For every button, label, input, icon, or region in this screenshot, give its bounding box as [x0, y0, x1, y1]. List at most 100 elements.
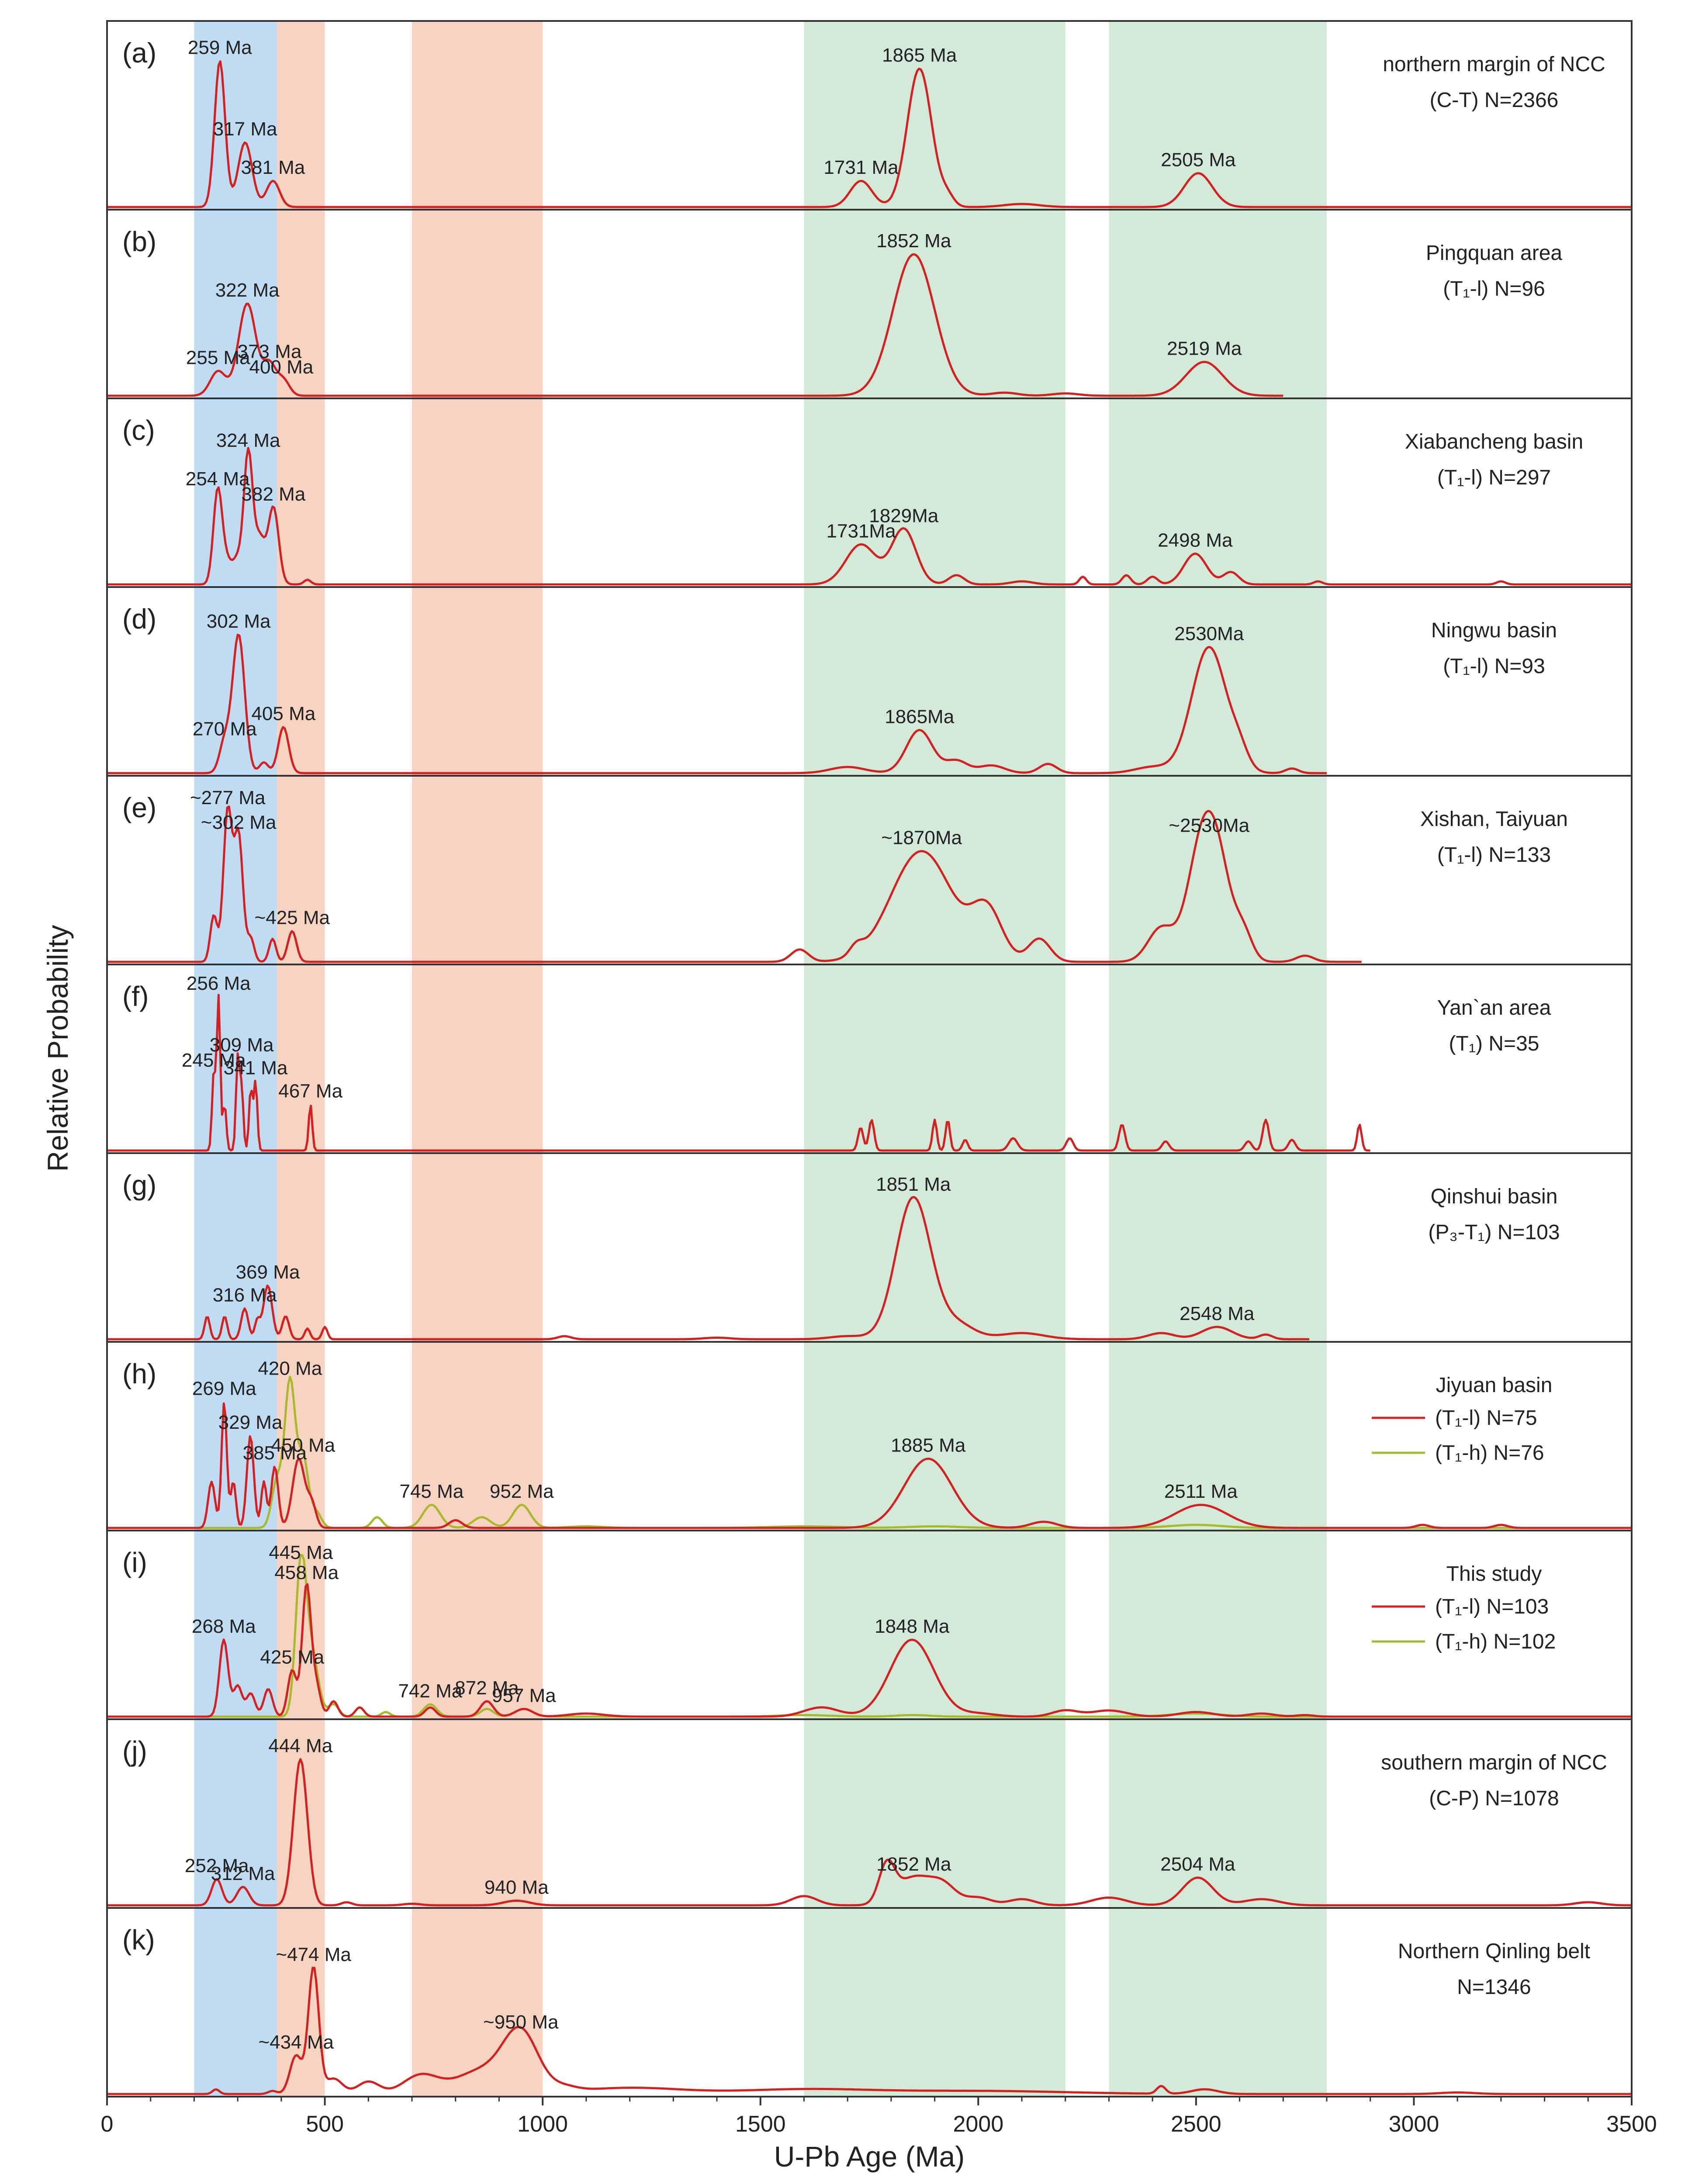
- peak-label: 742 Ma: [398, 1680, 462, 1702]
- panel-title-line: (T₁) N=35: [1449, 1032, 1539, 1055]
- panel-letter: (b): [122, 226, 156, 257]
- peak-label: 957 Ma: [492, 1685, 556, 1706]
- density-curve-l: [107, 805, 1362, 963]
- panel-title-line: northern margin of NCC: [1383, 53, 1605, 76]
- y-axis-title: Relative Probability: [42, 925, 74, 1172]
- peak-label: 309 Ma: [210, 1034, 274, 1056]
- peak-label: ~950 Ma: [483, 2011, 559, 2033]
- peak-label: 458 Ma: [274, 1562, 339, 1583]
- peak-label: 405 Ma: [251, 703, 315, 724]
- peak-label: 302 Ma: [207, 611, 271, 632]
- peak-label: 745 Ma: [399, 1481, 464, 1502]
- density-curve-l: [107, 1196, 1310, 1341]
- x-tick-label: 0: [101, 2111, 114, 2137]
- age-band-4: [804, 21, 1065, 2097]
- peak-label: 269 Ma: [192, 1378, 256, 1399]
- panel-letter: (a): [122, 37, 156, 69]
- peak-label: 245 Ma: [182, 1050, 246, 1071]
- shaded-bands: [194, 21, 1327, 2097]
- peak-label: ~277 Ma: [190, 787, 266, 809]
- panel-title-line: Xiabancheng basin: [1405, 430, 1583, 453]
- peak-label: 255 Ma: [186, 347, 250, 369]
- density-curve-l: [107, 253, 1283, 397]
- peak-label: ~434 Ma: [259, 2032, 334, 2053]
- panel-letter: (d): [122, 603, 156, 635]
- panel-title-line: (C-P) N=1078: [1429, 1787, 1559, 1810]
- peak-label: 2519 Ma: [1167, 338, 1242, 359]
- panel-title-line: Qinshui basin: [1431, 1185, 1558, 1208]
- legend-heading: This study: [1446, 1562, 1542, 1586]
- peak-label: ~474 Ma: [276, 1944, 351, 1965]
- density-curve-l: [107, 1758, 1632, 1907]
- x-tick-label: 1000: [517, 2111, 568, 2137]
- x-axis-title: U-Pb Age (Ma): [774, 2140, 965, 2173]
- legend-label: (T₁-l) N=103: [1435, 1595, 1549, 1618]
- peak-label: 2511 Ma: [1164, 1481, 1238, 1502]
- x-axis: 0 500 1000 1500 2000 2500 3000 3500: [101, 2097, 1657, 2137]
- peak-label: 381 Ma: [241, 157, 305, 178]
- peak-label: 1731Ma: [827, 520, 896, 542]
- peak-label: 450 Ma: [271, 1435, 335, 1456]
- x-tick-label: 3500: [1606, 2111, 1657, 2137]
- density-curve-l: [107, 1966, 1632, 2095]
- peak-label: 1731 Ma: [823, 157, 899, 178]
- density-curve-l: [107, 1583, 1632, 1718]
- panel-title-line: (T₁-l) N=93: [1443, 655, 1545, 678]
- panel-letter: (h): [122, 1358, 156, 1389]
- density-curve-l: [107, 994, 1370, 1152]
- density-curve-l: [107, 633, 1327, 774]
- legend-label: (T₁-h) N=76: [1435, 1441, 1544, 1465]
- peak-label: 1848 Ma: [875, 1616, 950, 1637]
- peak-label: 268 Ma: [192, 1616, 256, 1637]
- panel-letter: (f): [122, 981, 149, 1012]
- x-tick-label: 1500: [735, 2111, 786, 2137]
- peak-label: 872 Ma: [455, 1677, 519, 1699]
- age-band-1: [194, 21, 277, 2097]
- peak-label: 259 Ma: [188, 37, 252, 59]
- peak-label: 1851 Ma: [876, 1174, 951, 1195]
- panel-title-line: (T₁-l) N=133: [1437, 843, 1551, 867]
- peak-label: 425 Ma: [260, 1646, 324, 1668]
- peak-label: 444 Ma: [268, 1735, 332, 1757]
- panel-title-line: (T₁-l) N=297: [1437, 466, 1551, 489]
- x-tick-label: 500: [306, 2111, 344, 2137]
- panel-title-line: Ningwu basin: [1431, 619, 1557, 642]
- peak-label: 400 Ma: [249, 356, 313, 378]
- peak-label: 324 Ma: [216, 430, 280, 451]
- peak-label: ~425 Ma: [255, 907, 330, 929]
- peak-label: 1865 Ma: [882, 45, 957, 66]
- panels: 259 Ma 317 Ma 381 Ma 1731 Ma 1865 Ma 2505 Ma (…: [106, 20, 1633, 2098]
- peak-label: 385 Ma: [243, 1442, 307, 1464]
- panel-frame: [106, 1907, 1633, 2098]
- panel-d: 270 Ma 302 Ma 405 Ma 1865Ma 2530Ma (d) Ningwu …: [106, 586, 1633, 777]
- peak-label: 1852 Ma: [876, 1854, 951, 1875]
- panel-title-line: (P₃-T₁) N=103: [1428, 1221, 1560, 1244]
- peak-label: 1829Ma: [869, 505, 939, 526]
- legend-heading: Jiyuan basin: [1436, 1374, 1553, 1397]
- peak-label: 382 Ma: [242, 484, 306, 505]
- x-tick-label: 2000: [953, 2111, 1003, 2137]
- peak-label: ~1870Ma: [881, 827, 962, 849]
- peak-label: 322 Ma: [215, 280, 280, 301]
- age-band-3: [412, 21, 543, 2097]
- panel-letter: (c): [122, 415, 155, 446]
- age-band-5: [1109, 21, 1327, 2097]
- panel-letter: (j): [122, 1735, 147, 1767]
- peak-label: 2504 Ma: [1160, 1854, 1235, 1875]
- panel-title-line: Northern Qinling belt: [1398, 1940, 1590, 1963]
- panel-letter: (g): [122, 1169, 156, 1201]
- peak-label: 467 Ma: [278, 1080, 342, 1102]
- peak-label: 2498 Ma: [1158, 530, 1233, 551]
- peak-label: 373 Ma: [238, 341, 302, 363]
- panel-title-line: Xishan, Taiyuan: [1420, 808, 1568, 831]
- peak-label: 2505 Ma: [1161, 149, 1236, 171]
- panel-title-line: (T₁-l) N=96: [1443, 277, 1545, 301]
- panel-letter: (k): [122, 1924, 155, 1956]
- peak-label: 256 Ma: [187, 973, 251, 994]
- panel-letter: (i): [122, 1547, 147, 1578]
- peak-label: 445 Ma: [269, 1542, 333, 1563]
- peak-label: ~302 Ma: [201, 812, 277, 833]
